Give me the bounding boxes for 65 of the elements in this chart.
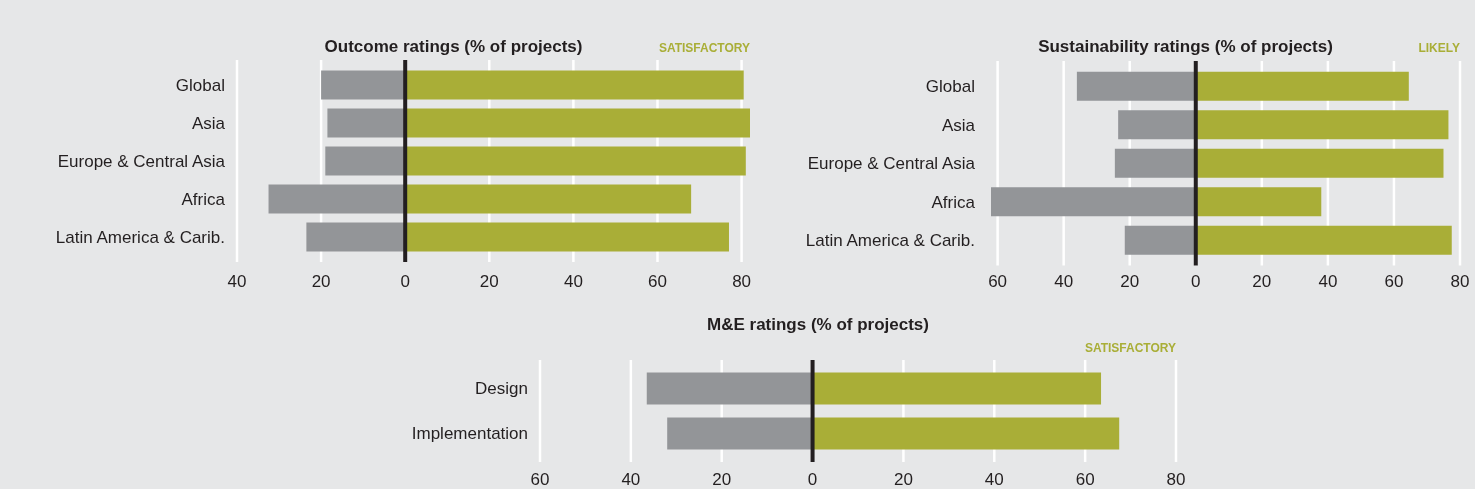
chart-title: Sustainability ratings (% of projects)	[1038, 37, 1333, 56]
bar	[1124, 225, 1196, 255]
bar	[1195, 148, 1444, 178]
y-tick-label: Global	[925, 77, 975, 97]
x-tick-label: 40	[1318, 272, 1338, 291]
x-tick-label: 20	[479, 272, 499, 291]
bar	[1118, 110, 1196, 140]
series-label: LIKELY	[1418, 41, 1460, 55]
x-tick-label: 60	[648, 272, 667, 291]
bar	[646, 372, 813, 405]
y-tick-label: Latin America & Carib.	[805, 231, 975, 251]
bar	[667, 417, 813, 450]
bar	[1195, 110, 1449, 140]
y-tick-label: Europe & Central Asia	[57, 151, 226, 171]
x-tick-label: 80	[1166, 470, 1186, 489]
bar	[1195, 187, 1322, 217]
y-tick-label: Asia	[941, 115, 976, 135]
x-tick-label: 20	[1120, 272, 1140, 291]
x-tick-label: 20	[712, 470, 732, 489]
x-tick-label: 20	[311, 272, 331, 291]
bar	[1195, 225, 1452, 255]
y-tick-label: Europe & Central Asia	[807, 154, 976, 174]
x-tick-label: 20	[1252, 272, 1272, 291]
bar	[991, 187, 1196, 217]
bar	[812, 417, 1120, 450]
x-tick-label: 60	[1384, 272, 1404, 291]
bar	[268, 184, 406, 214]
bar	[405, 222, 729, 252]
bar	[405, 146, 746, 176]
bar	[327, 108, 406, 138]
y-tick-label: Global	[175, 75, 225, 95]
series-label: SATISFACTORY	[658, 41, 750, 55]
bar	[321, 70, 406, 100]
y-tick-label: Design	[475, 379, 528, 399]
x-tick-label: 40	[563, 272, 583, 291]
bar	[306, 222, 406, 252]
bar	[812, 372, 1102, 405]
x-tick-label: 0	[400, 272, 410, 291]
bar	[1195, 71, 1409, 101]
x-tick-label: 60	[530, 470, 550, 489]
chart-title: M&E ratings (% of projects)	[707, 315, 929, 334]
x-tick-label: 20	[893, 470, 913, 489]
y-tick-label: Implementation	[411, 424, 528, 444]
x-tick-label: 40	[621, 470, 641, 489]
y-tick-label: Asia	[191, 113, 226, 133]
x-tick-label: 0	[1191, 272, 1201, 291]
x-tick-label: 0	[807, 470, 818, 489]
x-tick-label: 40	[1054, 272, 1074, 291]
bar	[1114, 148, 1196, 178]
x-tick-label: 60	[1075, 470, 1095, 489]
bar	[1076, 71, 1196, 101]
y-tick-label: Latin America & Carib.	[55, 227, 225, 247]
series-label: SATISFACTORY	[1084, 341, 1176, 355]
bar	[325, 146, 406, 176]
y-tick-label: Africa	[181, 189, 226, 209]
x-tick-label: 80	[1450, 272, 1470, 291]
chart-title: Outcome ratings (% of projects)	[324, 37, 583, 56]
x-tick-label: 40	[227, 272, 247, 291]
bar	[405, 108, 750, 138]
y-tick-label: Africa	[931, 192, 976, 212]
bar	[405, 184, 692, 214]
bar	[405, 70, 744, 100]
x-tick-label: 40	[984, 470, 1004, 489]
x-tick-label: 60	[988, 272, 1008, 291]
x-tick-label: 80	[732, 272, 752, 291]
